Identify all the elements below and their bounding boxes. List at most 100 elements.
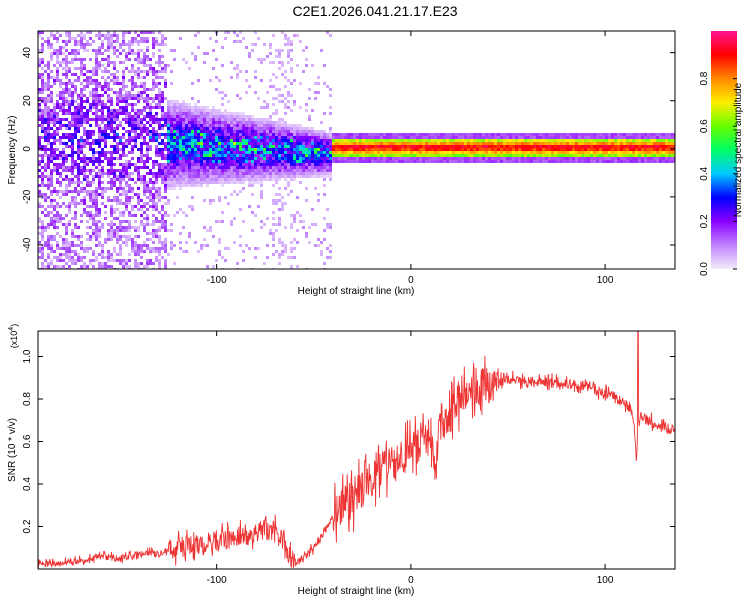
heatmap-cell (173, 145, 176, 148)
heatmap-cell (98, 133, 101, 136)
heatmap-cell (329, 169, 332, 172)
heatmap-cell (44, 133, 47, 136)
heatmap-cell (200, 127, 203, 130)
heatmap-cell (626, 136, 629, 139)
heatmap-cell (260, 184, 263, 187)
heatmap-cell (335, 139, 338, 142)
heatmap-cell (128, 190, 131, 193)
heatmap-cell (326, 145, 329, 148)
heatmap-cell (128, 43, 131, 46)
heatmap-cell (56, 139, 59, 142)
heatmap-cell (302, 139, 305, 142)
heatmap-cell (164, 181, 167, 184)
heatmap-cell (41, 256, 44, 259)
heatmap-cell (110, 121, 113, 124)
heatmap-cell (77, 124, 80, 127)
heatmap-cell (110, 151, 113, 154)
heatmap-cell (233, 118, 236, 121)
heatmap-cell (314, 148, 317, 151)
heatmap-cell (86, 265, 89, 268)
heatmap-cell (176, 184, 179, 187)
heatmap-cell (77, 169, 80, 172)
heatmap-cell (116, 202, 119, 205)
heatmap-cell (158, 88, 161, 91)
heatmap-cell (491, 145, 494, 148)
heatmap-cell (233, 133, 236, 136)
heatmap-cell (149, 112, 152, 115)
heatmap-cell (86, 160, 89, 163)
heatmap-cell (296, 265, 299, 268)
heatmap-cell (221, 157, 224, 160)
heatmap-cell (497, 148, 500, 151)
heatmap-cell (425, 160, 428, 163)
heatmap-cell (236, 154, 239, 157)
heatmap-cell (584, 154, 587, 157)
heatmap-cell (41, 229, 44, 232)
heatmap-cell (53, 34, 56, 37)
heatmap-cell (215, 121, 218, 124)
heatmap-cell (44, 163, 47, 166)
heatmap-cell (278, 187, 281, 190)
heatmap-cell (293, 139, 296, 142)
heatmap-cell (161, 256, 164, 259)
heatmap-cell (182, 133, 185, 136)
heatmap-cell (596, 160, 599, 163)
heatmap-cell (119, 211, 122, 214)
heatmap-cell (128, 223, 131, 226)
heatmap-cell (122, 193, 125, 196)
heatmap-cell (242, 250, 245, 253)
heatmap-cell (632, 133, 635, 136)
heatmap-cell (452, 142, 455, 145)
heatmap-cell (92, 112, 95, 115)
snr-frame (37, 330, 676, 570)
heatmap-cell (464, 148, 467, 151)
heatmap-cell (239, 181, 242, 184)
heatmap-cell (215, 124, 218, 127)
heatmap-cell (278, 94, 281, 97)
heatmap-cell (53, 205, 56, 208)
heatmap-cell (242, 151, 245, 154)
heatmap-cell (233, 217, 236, 220)
heatmap-cell (149, 232, 152, 235)
heatmap-cell (89, 259, 92, 262)
heatmap-cell (137, 49, 140, 52)
heatmap-cell (176, 151, 179, 154)
heatmap-cell (308, 169, 311, 172)
heatmap-cell (74, 226, 77, 229)
heatmap-cell (65, 241, 68, 244)
heatmap-cell (230, 154, 233, 157)
heatmap-cell (491, 148, 494, 151)
heatmap-cell (44, 265, 47, 268)
heatmap-cell (284, 106, 287, 109)
heatmap-cell (170, 118, 173, 121)
heatmap-cell (662, 157, 665, 160)
heatmap-cell (125, 55, 128, 58)
heatmap-cell (275, 148, 278, 151)
heatmap-cell (95, 160, 98, 163)
heatmap-cell (122, 133, 125, 136)
heatmap-cell (329, 178, 332, 181)
heatmap-cell (140, 133, 143, 136)
heatmap-cell (158, 94, 161, 97)
heatmap-cell (338, 160, 341, 163)
heatmap-cell (260, 175, 263, 178)
heatmap-cell (110, 181, 113, 184)
heatmap-cell (47, 226, 50, 229)
heatmap-cell (449, 136, 452, 139)
heatmap-cell (59, 124, 62, 127)
heatmap-cell (104, 124, 107, 127)
heatmap-cell (149, 238, 152, 241)
heatmap-cell (125, 67, 128, 70)
heatmap-cell (314, 160, 317, 163)
heatmap-cell (644, 160, 647, 163)
heatmap-cell (242, 115, 245, 118)
heatmap-cell (230, 76, 233, 79)
heatmap-cell (68, 124, 71, 127)
heatmap-cell (470, 133, 473, 136)
heatmap-cell (155, 229, 158, 232)
heatmap-cell (71, 250, 74, 253)
heatmap-cell (125, 202, 128, 205)
heatmap-cell (125, 238, 128, 241)
heatmap-cell (149, 187, 152, 190)
heatmap-cell (137, 229, 140, 232)
